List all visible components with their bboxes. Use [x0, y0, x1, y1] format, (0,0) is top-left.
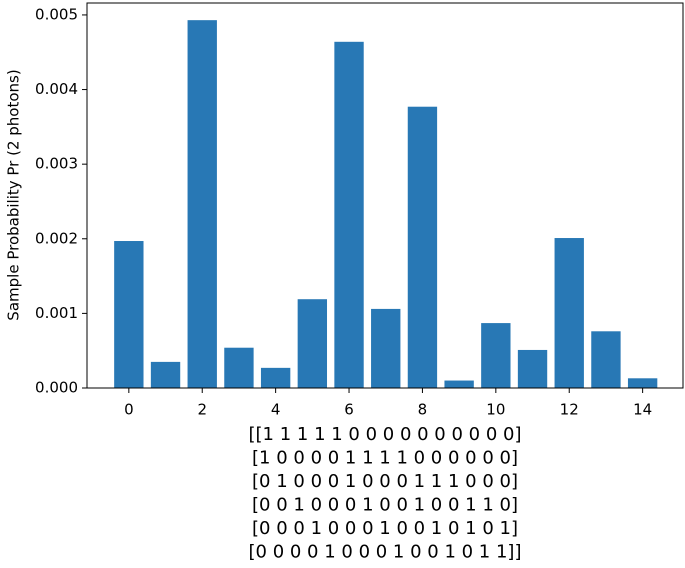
- bar: [481, 323, 511, 388]
- y-tick-label: 0.004: [35, 80, 78, 98]
- x-tick-label: 14: [633, 401, 652, 419]
- bar: [150, 361, 181, 388]
- x-axis-label: [[1 1 1 1 1 0 0 0 0 0 0 0 0 0 0]: [249, 424, 522, 445]
- bar: [334, 41, 364, 388]
- y-tick-label: 0.005: [35, 5, 78, 23]
- bar: [444, 380, 474, 388]
- x-axis-label: [0 1 0 0 0 1 0 0 0 1 1 1 0 0 0]: [252, 471, 518, 492]
- bar: [407, 106, 438, 388]
- y-tick-label: 0.002: [35, 229, 78, 247]
- x-tick-label: 8: [418, 401, 428, 419]
- x-axis-label: [0 0 0 1 0 0 0 1 0 0 1 0 1 0 1]: [252, 518, 518, 539]
- y-axis-label: Sample Probability Pr (2 photons): [5, 69, 23, 320]
- bar: [260, 367, 291, 388]
- x-tick-label: 4: [271, 401, 281, 419]
- bar: [114, 241, 144, 388]
- y-tick-label: 0.001: [35, 304, 78, 322]
- y-tick-label: 0.003: [35, 155, 78, 173]
- x-tick-label: 12: [560, 401, 579, 419]
- bar: [591, 331, 621, 388]
- bar: [627, 378, 658, 388]
- bar: [517, 349, 548, 388]
- bar: [554, 238, 584, 388]
- bar: [224, 347, 254, 388]
- x-tick-label: 10: [486, 401, 505, 419]
- bar: [371, 308, 401, 388]
- x-axis-label: [0 0 0 0 1 0 0 0 1 0 0 1 0 1 1]]: [249, 542, 522, 563]
- axes-frame: [86, 2, 684, 389]
- bar: [187, 20, 217, 388]
- bar: [297, 299, 328, 388]
- x-tick-label: 6: [344, 401, 354, 419]
- x-tick-label: 2: [197, 401, 207, 419]
- x-tick-label: 0: [124, 401, 134, 419]
- x-axis-label: [1 0 0 0 0 1 1 1 1 0 0 0 0 0 0]: [252, 448, 518, 469]
- x-axis-label: [0 0 1 0 0 0 1 0 0 1 0 0 1 1 0]: [252, 495, 518, 516]
- y-tick-label: 0.000: [35, 379, 78, 397]
